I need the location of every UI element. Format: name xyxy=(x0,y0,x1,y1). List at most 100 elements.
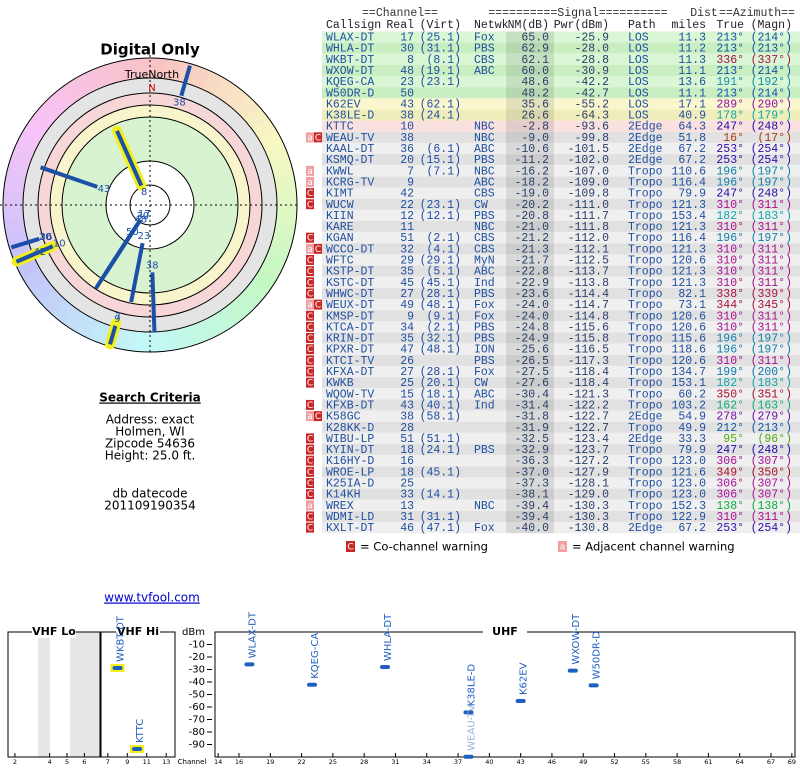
warning-box xyxy=(306,199,314,210)
cell: 338° xyxy=(716,288,744,301)
cell: Tropo xyxy=(628,444,663,457)
compass-band xyxy=(63,77,88,103)
cell: 289° xyxy=(716,98,744,111)
cell: (307°) xyxy=(751,489,792,502)
cell: 116.4 xyxy=(671,176,706,189)
legend-box xyxy=(346,541,355,552)
cell: (9.1) xyxy=(426,310,461,323)
cell: -118.4 xyxy=(568,377,610,390)
station-ray xyxy=(39,165,98,189)
cell: WXOW-DT xyxy=(326,65,374,78)
cell: 336° xyxy=(716,54,744,67)
station-channel: 42 xyxy=(33,247,46,258)
warning-mark: C xyxy=(315,133,321,143)
datecode-value: 201109190354 xyxy=(104,499,196,513)
warning-box xyxy=(306,466,314,477)
panel-frame xyxy=(214,631,796,758)
cell: 47 xyxy=(400,344,414,357)
cell: KTCA-DT xyxy=(326,321,374,334)
cell: -27.6 xyxy=(514,377,549,390)
nm-column-shade xyxy=(506,131,554,143)
row-background xyxy=(322,321,800,333)
x-tick-label: 37 xyxy=(454,758,462,766)
cell: Tropo xyxy=(628,455,663,468)
nm-column-shade xyxy=(506,477,554,489)
cell: (23.1) xyxy=(420,76,461,89)
cell: LOS xyxy=(628,32,649,45)
cell: (197°) xyxy=(751,344,792,357)
nm-column-shade xyxy=(506,332,554,344)
warning-mark: C xyxy=(307,234,313,244)
cell: WEUX-DT xyxy=(326,299,374,312)
x-tick-label: 34 xyxy=(423,758,431,766)
row-background xyxy=(322,131,800,143)
search-line: Address: exact xyxy=(106,413,195,427)
cell: KSMQ-DT xyxy=(326,154,374,167)
compass-band xyxy=(274,174,297,193)
nm-column-shade xyxy=(506,421,554,433)
cell: 11.3 xyxy=(678,32,706,45)
cell: WKBT-DT xyxy=(326,54,374,67)
cell: 8 xyxy=(407,54,414,67)
cell: (58.1) xyxy=(420,411,461,424)
cell: (6.1) xyxy=(426,143,461,156)
warning-box xyxy=(306,243,314,254)
cell: 34 xyxy=(400,321,414,334)
cell: 9 xyxy=(407,310,414,323)
cell: WCCO-DT xyxy=(326,243,374,256)
compass-band xyxy=(2,203,24,221)
cell: -111.8 xyxy=(568,221,610,234)
compass-band xyxy=(175,325,196,349)
cell: 16° xyxy=(723,132,744,145)
warning-mark: a xyxy=(307,178,313,188)
nm-column-shade xyxy=(506,198,554,210)
nm-column-shade xyxy=(506,365,554,378)
cell: 253° xyxy=(716,143,744,156)
cell: 213° xyxy=(716,65,744,78)
nm-column-shade xyxy=(506,321,554,333)
warning-box xyxy=(306,255,314,265)
cell: Tropo xyxy=(628,333,663,346)
row-background xyxy=(322,388,800,400)
cell: 121.3 xyxy=(671,266,706,279)
cell: -122.7 xyxy=(568,422,609,435)
cell: 60.2 xyxy=(678,388,706,401)
site-link[interactable]: www.tvfool.com xyxy=(104,591,200,605)
compass-band xyxy=(51,85,77,111)
cell: (214°) xyxy=(751,32,792,45)
cell: (351°) xyxy=(751,388,792,401)
station-channel: 43 xyxy=(98,184,111,195)
nm-column-shade xyxy=(506,243,554,255)
search-line: Holmen, WI xyxy=(115,425,184,439)
cell: (197°) xyxy=(751,232,792,245)
cell: -101.5 xyxy=(568,143,610,156)
warning-box xyxy=(306,232,314,243)
north-label: TrueNorth xyxy=(124,68,179,81)
cell: (14.1) xyxy=(420,489,461,502)
station-ray xyxy=(115,129,144,187)
cell: -40.0 xyxy=(514,522,549,535)
cell: -20.2 xyxy=(514,199,549,212)
cell: KAAL-DT xyxy=(326,143,374,156)
cell: -31.8 xyxy=(514,411,549,424)
cell: (307°) xyxy=(751,478,792,491)
cell: 178° xyxy=(716,110,744,123)
cell: -2.8 xyxy=(521,121,549,134)
compass-band xyxy=(212,307,237,333)
cell: -64.3 xyxy=(574,110,609,123)
cell: NBC xyxy=(474,121,495,134)
panel-title-bg xyxy=(483,625,527,638)
cell: 11.1 xyxy=(678,87,706,100)
row-background xyxy=(322,477,800,489)
warning-mark: a xyxy=(307,167,313,177)
cell: LOS xyxy=(628,98,649,111)
column-header: Path xyxy=(628,19,656,32)
station-channel: 30 xyxy=(136,211,149,222)
cell: -128.1 xyxy=(568,478,610,491)
cell: (4.1) xyxy=(426,243,461,256)
nm-column-shade xyxy=(506,510,554,523)
y-tick-label: -60 xyxy=(189,702,205,713)
warning-mark: C xyxy=(307,490,313,500)
datecode-label: db datecode xyxy=(112,487,187,501)
cell: WHLA-DT xyxy=(326,43,374,56)
